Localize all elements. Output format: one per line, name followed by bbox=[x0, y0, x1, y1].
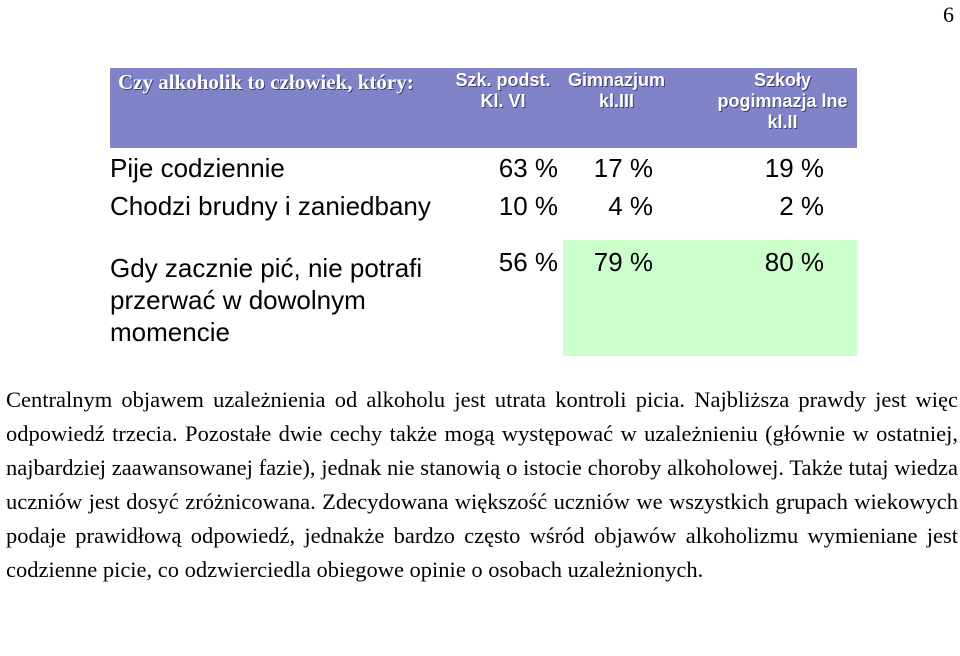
survey-results-table: Czy alkoholik to człowiek, który: Szk. p… bbox=[110, 68, 857, 356]
cell-primary-school: 10 % bbox=[498, 191, 558, 221]
table-row: Pije codziennie 63 % 17 % 19 % bbox=[110, 148, 857, 190]
body-paragraph: Centralnym objawem uzależnienia od alkoh… bbox=[6, 387, 958, 582]
cell-primary-school: 56 % bbox=[443, 240, 563, 356]
cell-middle-school: 79 % bbox=[563, 240, 670, 356]
header-question: Czy alkoholik to człowiek, który: bbox=[110, 68, 443, 148]
cell-high-school: 80 % bbox=[670, 240, 857, 356]
cell-primary-school: 63 % bbox=[498, 153, 558, 183]
row-label: Gdy zacznie pić, nie potrafi przerwać w … bbox=[110, 253, 423, 347]
page-number: 6 bbox=[943, 2, 954, 27]
cell-middle-school: 17 % bbox=[593, 153, 653, 183]
header-high-school: Szkoły pogimnazja lne kl.II bbox=[670, 68, 857, 148]
header-middle-school: Gimnazjum kl.III bbox=[563, 68, 670, 148]
cell-high-school: 2 % bbox=[779, 191, 824, 221]
row-label: Chodzi brudny i zaniedbany bbox=[110, 191, 431, 221]
table-header-row: Czy alkoholik to człowiek, który: Szk. p… bbox=[110, 68, 857, 148]
table-row: Chodzi brudny i zaniedbany 10 % 4 % 2 % bbox=[110, 190, 857, 240]
cell-middle-school: 4 % bbox=[608, 191, 653, 221]
row-label: Pije codziennie bbox=[110, 153, 285, 183]
table-row-highlighted: Gdy zacznie pić, nie potrafi przerwać w … bbox=[110, 240, 857, 356]
cell-high-school: 19 % bbox=[764, 153, 824, 183]
header-primary-school: Szk. podst. Kl. VI bbox=[443, 68, 563, 148]
